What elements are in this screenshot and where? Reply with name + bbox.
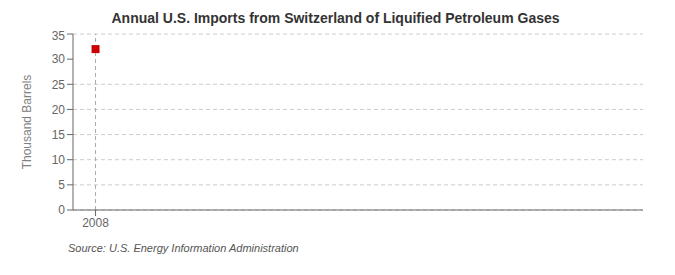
svg-text:0: 0 — [58, 203, 65, 217]
svg-text:15: 15 — [52, 128, 66, 142]
svg-text:2008: 2008 — [82, 216, 109, 230]
svg-text:5: 5 — [58, 178, 65, 192]
svg-text:20: 20 — [52, 103, 66, 117]
svg-text:10: 10 — [52, 153, 66, 167]
svg-text:Thousand Barrels: Thousand Barrels — [20, 75, 34, 170]
svg-text:35: 35 — [52, 29, 66, 43]
html-text:Annual U.S. Imports from Switz: Annual U.S. Imports from Switzerland of … — [111, 10, 560, 26]
svg-text:30: 30 — [52, 52, 66, 66]
html-text:Source: U.S. Energy Informatio: Source: U.S. Energy Information Administ… — [68, 242, 299, 254]
svg-text:25: 25 — [52, 78, 66, 92]
